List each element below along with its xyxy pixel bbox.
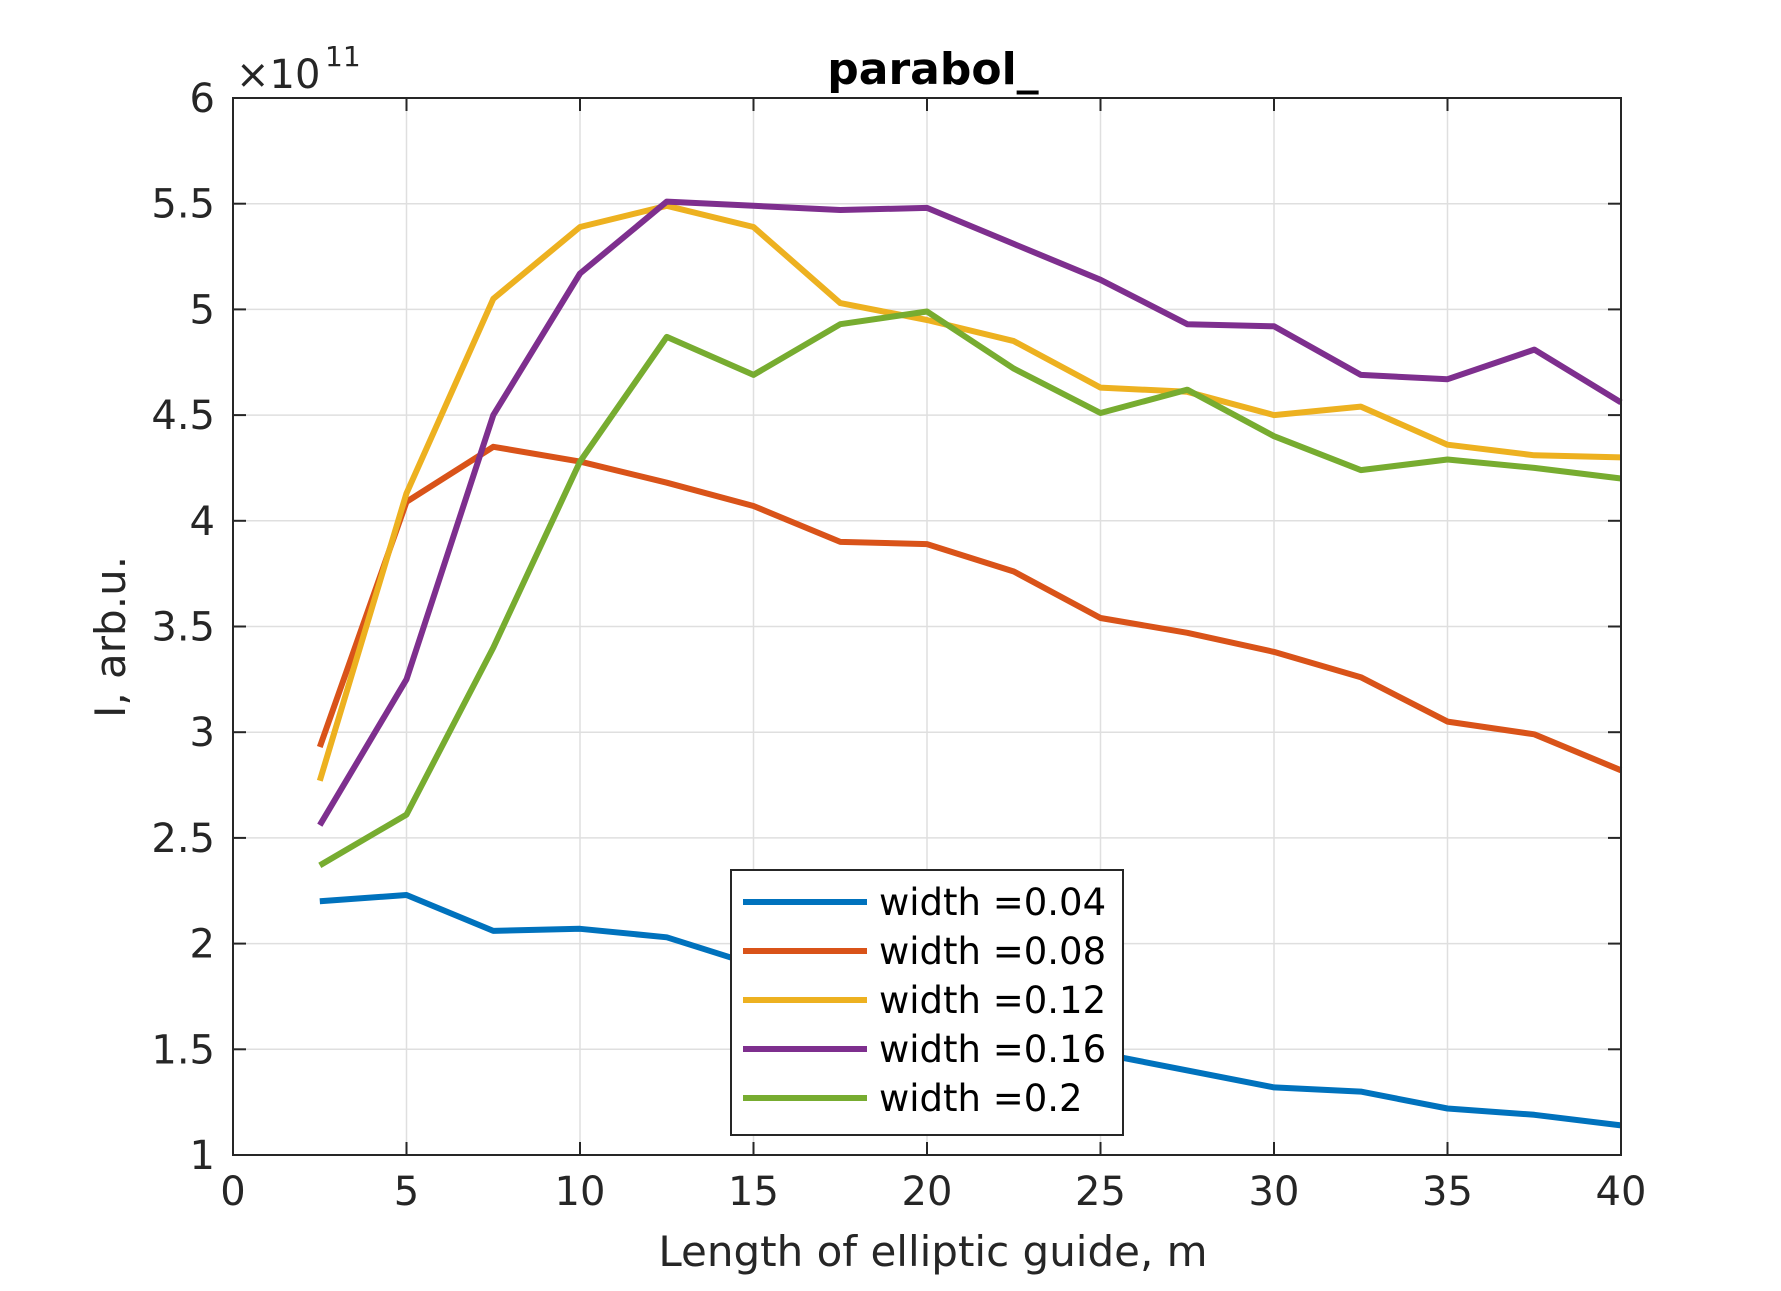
y-tick-label: 6: [190, 76, 215, 122]
legend-box: [730, 869, 1124, 1136]
x-tick-label: 10: [555, 1169, 606, 1215]
y-tick-label: 4.5: [151, 393, 215, 439]
y-exponent-label: ×10 11: [236, 40, 361, 98]
y-exponent-base: ×10: [236, 52, 320, 98]
legend-entry-label: width =0.2: [879, 1077, 1083, 1120]
y-tick-label: 5.5: [151, 182, 215, 228]
y-exponent-power: 11: [325, 40, 361, 73]
y-tick-label: 4: [190, 499, 215, 545]
axis-ticks: [232, 97, 1622, 1156]
x-tick-label: 40: [1596, 1169, 1647, 1215]
y-tick-label: 1.5: [151, 1027, 215, 1073]
legend-entry-label: width =0.04: [879, 881, 1106, 924]
x-tick-label: 0: [220, 1169, 245, 1215]
y-tick-labels: 1 1.5 2 2.5 3 3.5 4 4.5 5 5.5 6: [151, 76, 215, 1179]
legend-entry-label: width =0.16: [879, 1028, 1106, 1071]
series-line: [318, 308, 1622, 868]
series-line: [316, 202, 1622, 782]
x-tick-label: 30: [1249, 1169, 1300, 1215]
x-axis-label: Length of elliptic guide, m: [658, 1227, 1207, 1276]
x-tick-label: 20: [902, 1169, 953, 1215]
y-tick-label: 3.5: [151, 605, 215, 651]
legend-entry-label: width =0.08: [879, 930, 1106, 973]
y-tick-label: 2: [190, 922, 215, 968]
y-tick-label: 2.5: [151, 816, 215, 862]
y-axis-label: I, arb.u.: [86, 556, 135, 718]
x-tick-label: 35: [1422, 1169, 1473, 1215]
series-line: [316, 443, 1623, 774]
x-tick-label: 25: [1075, 1169, 1126, 1215]
y-tick-label: 5: [190, 287, 215, 333]
x-tick-label: 5: [394, 1169, 419, 1215]
x-tick-labels: 0 5 10 15 20 25 30 35 40: [220, 1169, 1646, 1215]
y-tick-label: 3: [190, 710, 215, 756]
legend-entry-label: width =0.12: [879, 979, 1106, 1022]
x-tick-label: 15: [728, 1169, 779, 1215]
chart-title: parabol_: [827, 44, 1038, 95]
series-line: [317, 198, 1623, 827]
y-tick-label: 1: [190, 1133, 215, 1179]
legend: width =0.04 width =0.08 width =0.12 width =…: [730, 869, 1124, 1136]
